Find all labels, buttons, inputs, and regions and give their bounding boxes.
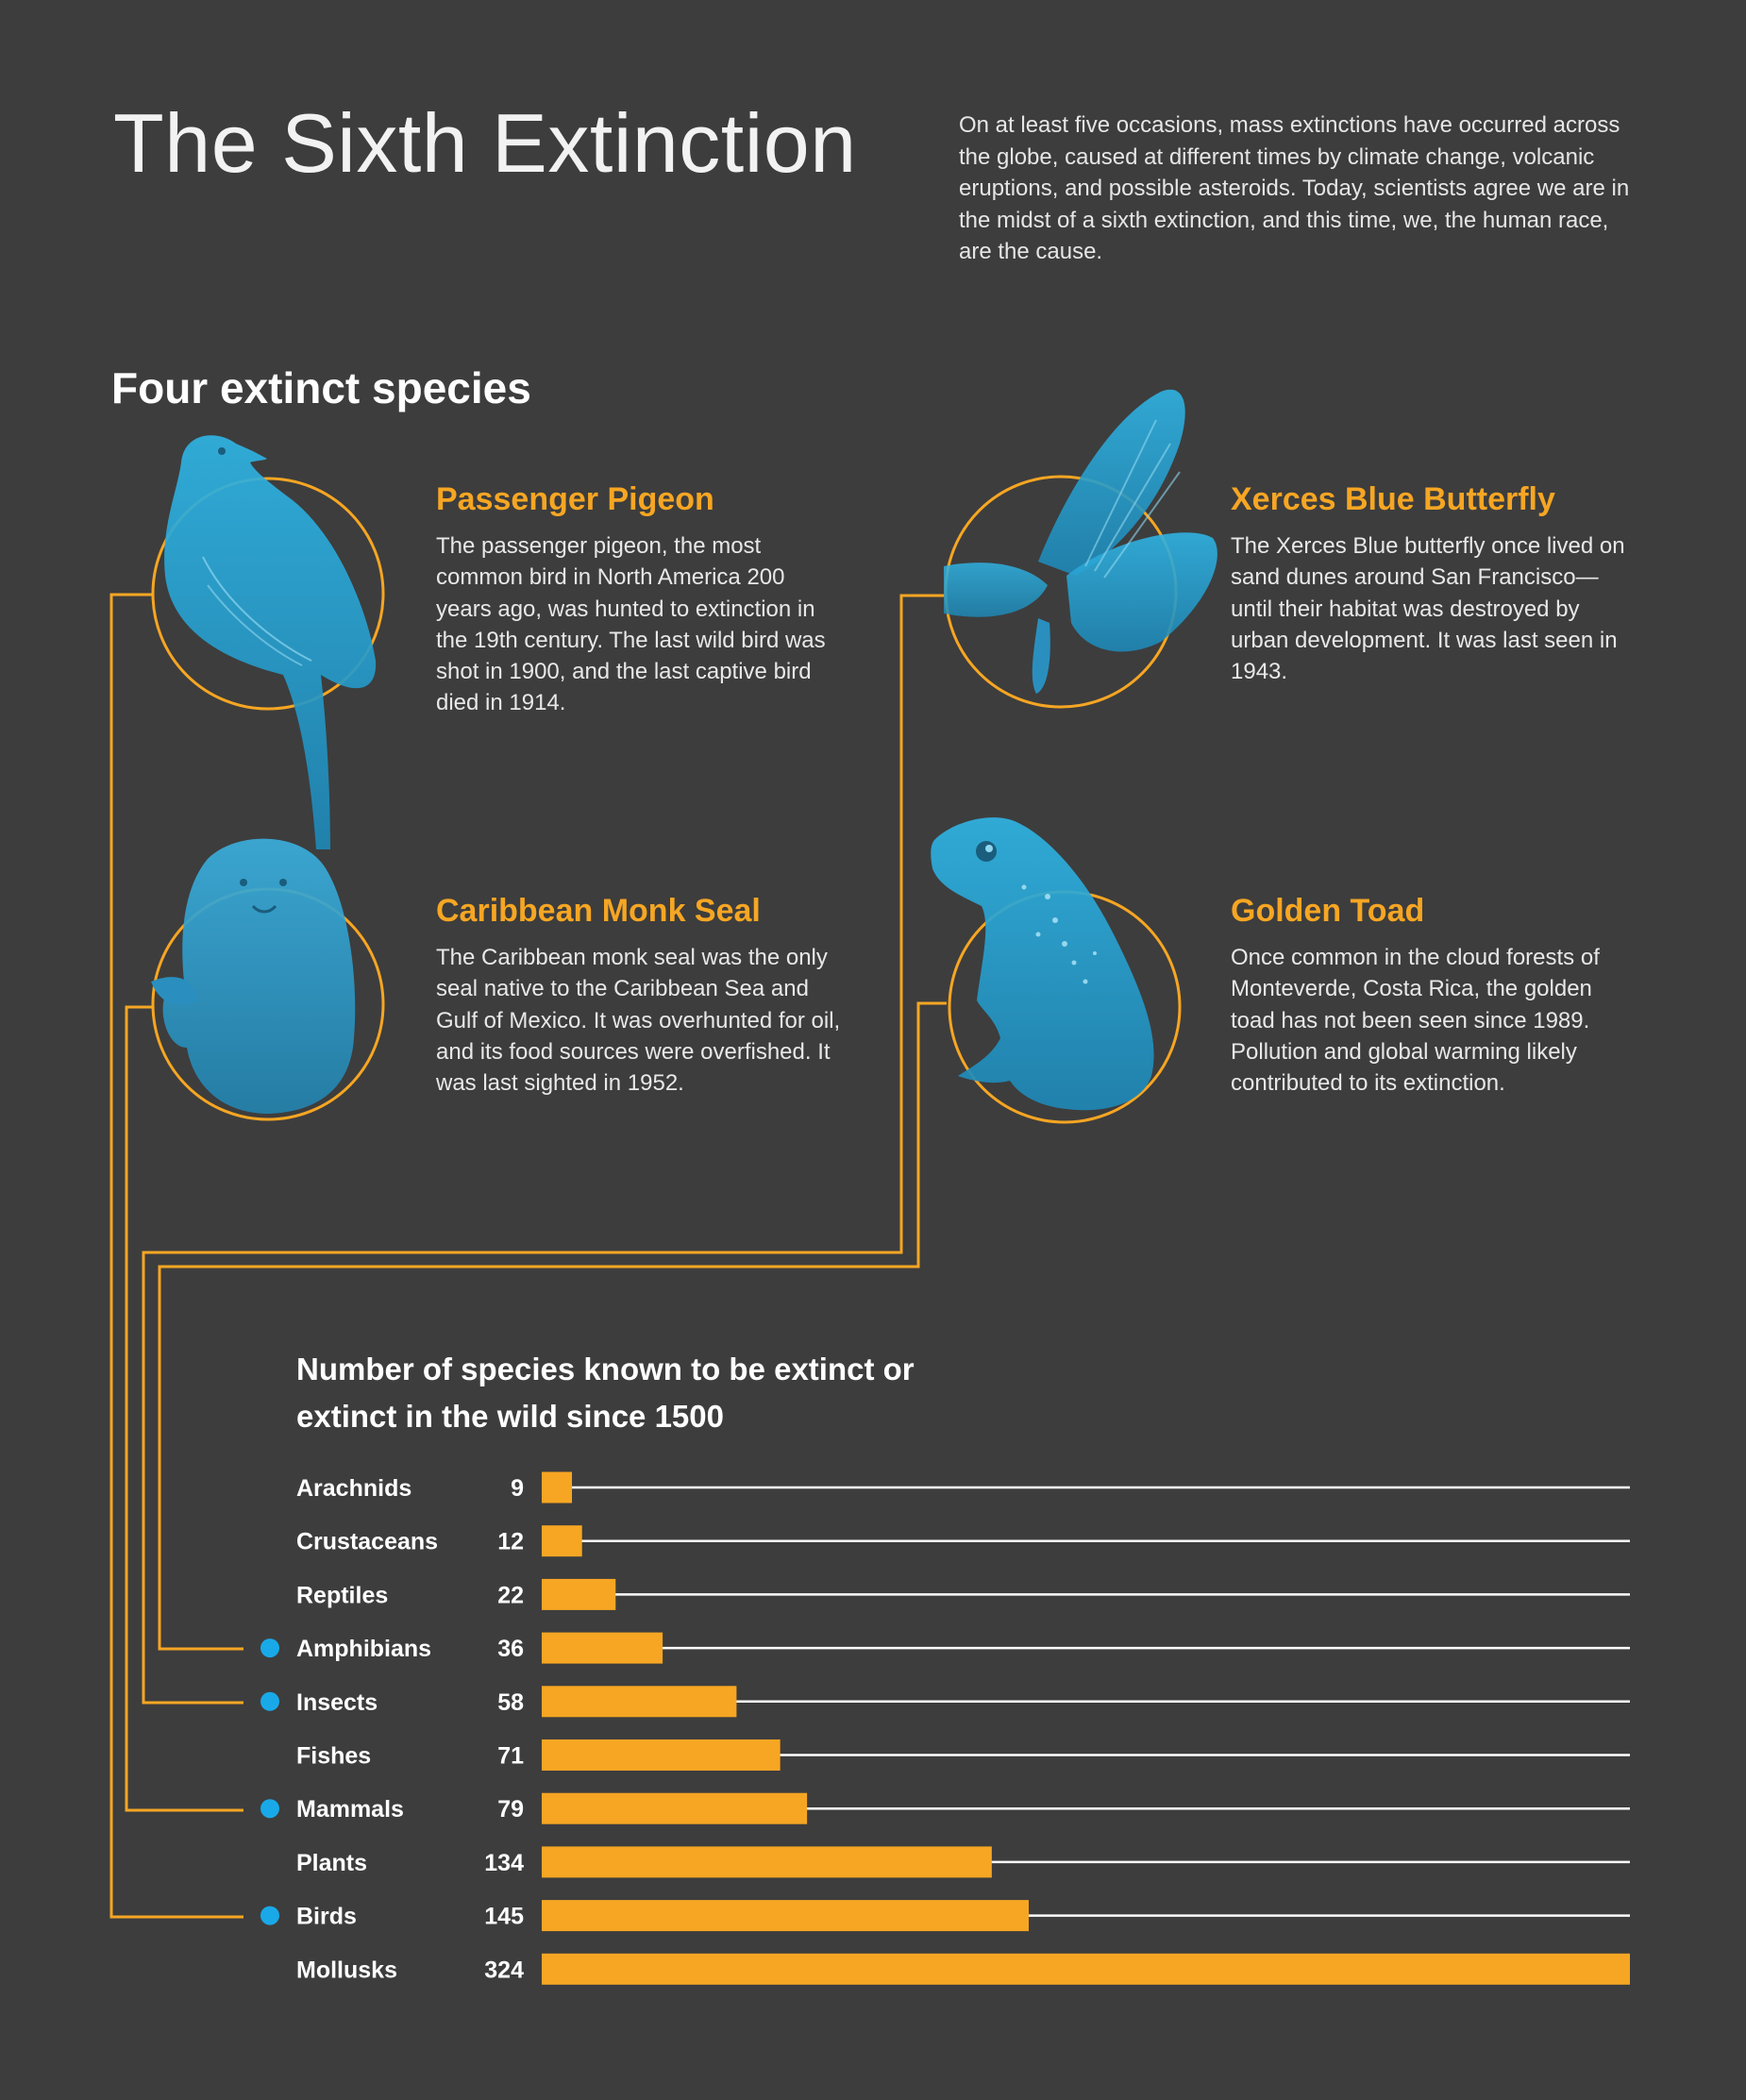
category-label-insects: Insects <box>296 1689 378 1716</box>
species-text-xerces-blue-butterfly: The Xerces Blue butterfly once lived on … <box>1231 533 1625 685</box>
value-label-mollusks: 324 <box>484 1957 524 1983</box>
extinct-species-bar-chart: Arachnids 9 Crustaceans 12 Reptiles 22 Amphibi… <box>260 1471 1630 1985</box>
species-text-passenger-pigeon: The passenger pigeon, the most common bi… <box>436 533 826 716</box>
bar-insects <box>542 1686 737 1718</box>
category-label-crustaceans: Crustaceans <box>296 1529 438 1555</box>
category-label-birds: Birds <box>296 1904 357 1930</box>
species-title-passenger-pigeon: Passenger Pigeon <box>436 481 714 517</box>
toad-icon <box>931 817 1182 1124</box>
category-label-mollusks: Mollusks <box>296 1957 397 1983</box>
connector-seal-mammals <box>125 1005 243 1812</box>
category-label-fishes: Fishes <box>296 1743 371 1770</box>
seal-icon <box>151 838 385 1121</box>
value-label-arachnids: 9 <box>511 1475 524 1502</box>
highlight-marker-insects <box>260 1691 279 1711</box>
value-label-fishes: 71 <box>497 1743 524 1770</box>
value-label-crustaceans: 12 <box>497 1529 524 1555</box>
category-label-reptiles: Reptiles <box>296 1582 388 1608</box>
chart-title: Number of species known to be extinct or… <box>296 1352 915 1434</box>
bar-crustaceans <box>542 1525 582 1557</box>
species-text-caribbean-monk-seal: The Caribbean monk seal was the only sea… <box>436 945 841 1097</box>
connector-lines <box>109 593 947 1919</box>
bar-amphibians <box>542 1632 663 1664</box>
value-label-plants: 134 <box>484 1850 524 1876</box>
value-label-insects: 58 <box>497 1689 524 1716</box>
page-title: The Sixth Extinction <box>113 96 857 190</box>
bar-arachnids <box>542 1471 573 1504</box>
value-label-mammals: 79 <box>497 1796 524 1823</box>
highlight-marker-birds <box>260 1906 279 1925</box>
species-text-golden-toad: Once common in the cloud forests of Mont… <box>1231 945 1600 1097</box>
bar-reptiles <box>542 1578 616 1610</box>
intro-paragraph: On at least five occasions, mass extinct… <box>959 112 1630 264</box>
species-title-caribbean-monk-seal: Caribbean Monk Seal <box>436 893 761 929</box>
highlight-marker-mammals <box>260 1799 279 1819</box>
butterfly-icon <box>944 389 1217 709</box>
bar-plants <box>542 1846 992 1878</box>
pigeon-icon <box>151 435 385 849</box>
section-title: Four extinct species <box>111 363 531 412</box>
species-title-golden-toad: Golden Toad <box>1231 893 1425 929</box>
bar-fishes <box>542 1739 781 1771</box>
highlight-marker-amphibians <box>260 1638 279 1658</box>
value-label-amphibians: 36 <box>497 1636 524 1662</box>
connector-pigeon-birds <box>109 593 243 1919</box>
connector-butterfly-insects <box>142 594 947 1705</box>
value-label-reptiles: 22 <box>497 1582 524 1608</box>
value-label-birds: 145 <box>484 1904 524 1930</box>
pigeon-circle <box>151 477 385 711</box>
bar-mammals <box>542 1792 808 1824</box>
category-label-amphibians: Amphibians <box>296 1636 431 1662</box>
bar-mollusks <box>542 1953 1630 1985</box>
category-label-arachnids: Arachnids <box>296 1475 411 1502</box>
bar-birds <box>542 1900 1030 1932</box>
connector-toad-amphibians <box>158 1001 947 1651</box>
species-title-xerces-blue-butterfly: Xerces Blue Butterfly <box>1231 481 1555 517</box>
category-label-mammals: Mammals <box>296 1796 404 1823</box>
category-label-plants: Plants <box>296 1850 367 1876</box>
